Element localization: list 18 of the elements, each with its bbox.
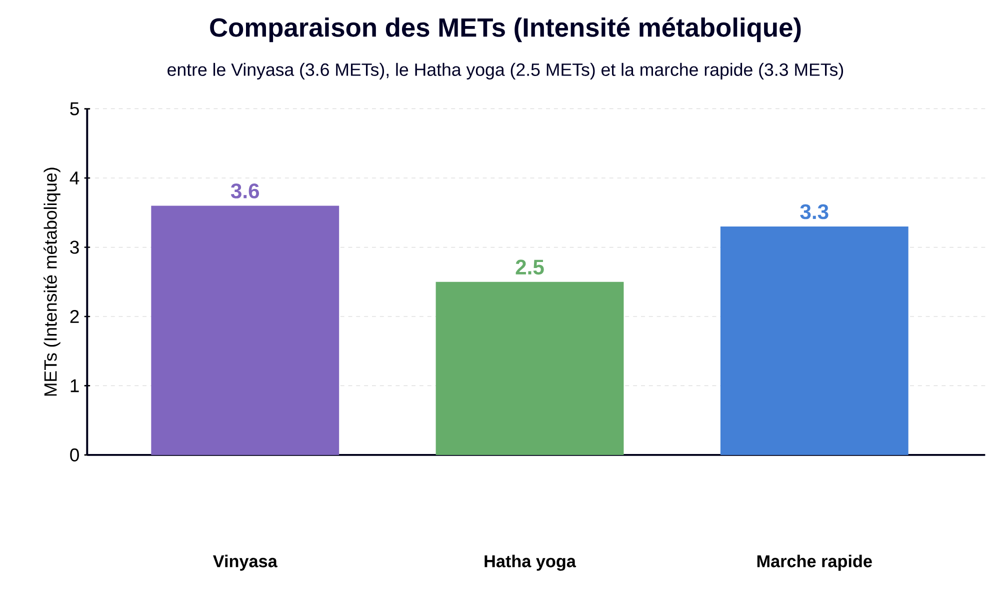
bar [151,205,340,455]
y-tick-label: 5 [70,102,79,116]
y-tick-label: 2 [70,310,79,323]
chart-subtitle: entre le Vinyasa (3.6 METs), le Hatha yoga (2.5 METs) et la marche rapide (3.3 METs) [168,62,844,80]
data-label: 3.6 [230,183,260,198]
x-tick-label: Hatha yoga [484,554,576,571]
y-axis-title: METs (Intensité métabolique) [44,168,60,396]
bar [720,226,908,455]
y-tick-label: 1 [70,379,79,392]
y-tick-label: 0 [70,448,79,462]
x-tick-label: Vinyasa [213,554,278,570]
chart-title: Comparaison des METs (Intensité métabolique) [210,17,801,42]
bar [436,282,624,455]
data-label: 2.5 [516,259,544,274]
data-label: 3.3 [800,204,828,219]
y-tick-label: 4 [70,171,80,184]
x-tick-label: Marche rapide [757,554,872,570]
y-tick-label: 3 [70,240,79,254]
